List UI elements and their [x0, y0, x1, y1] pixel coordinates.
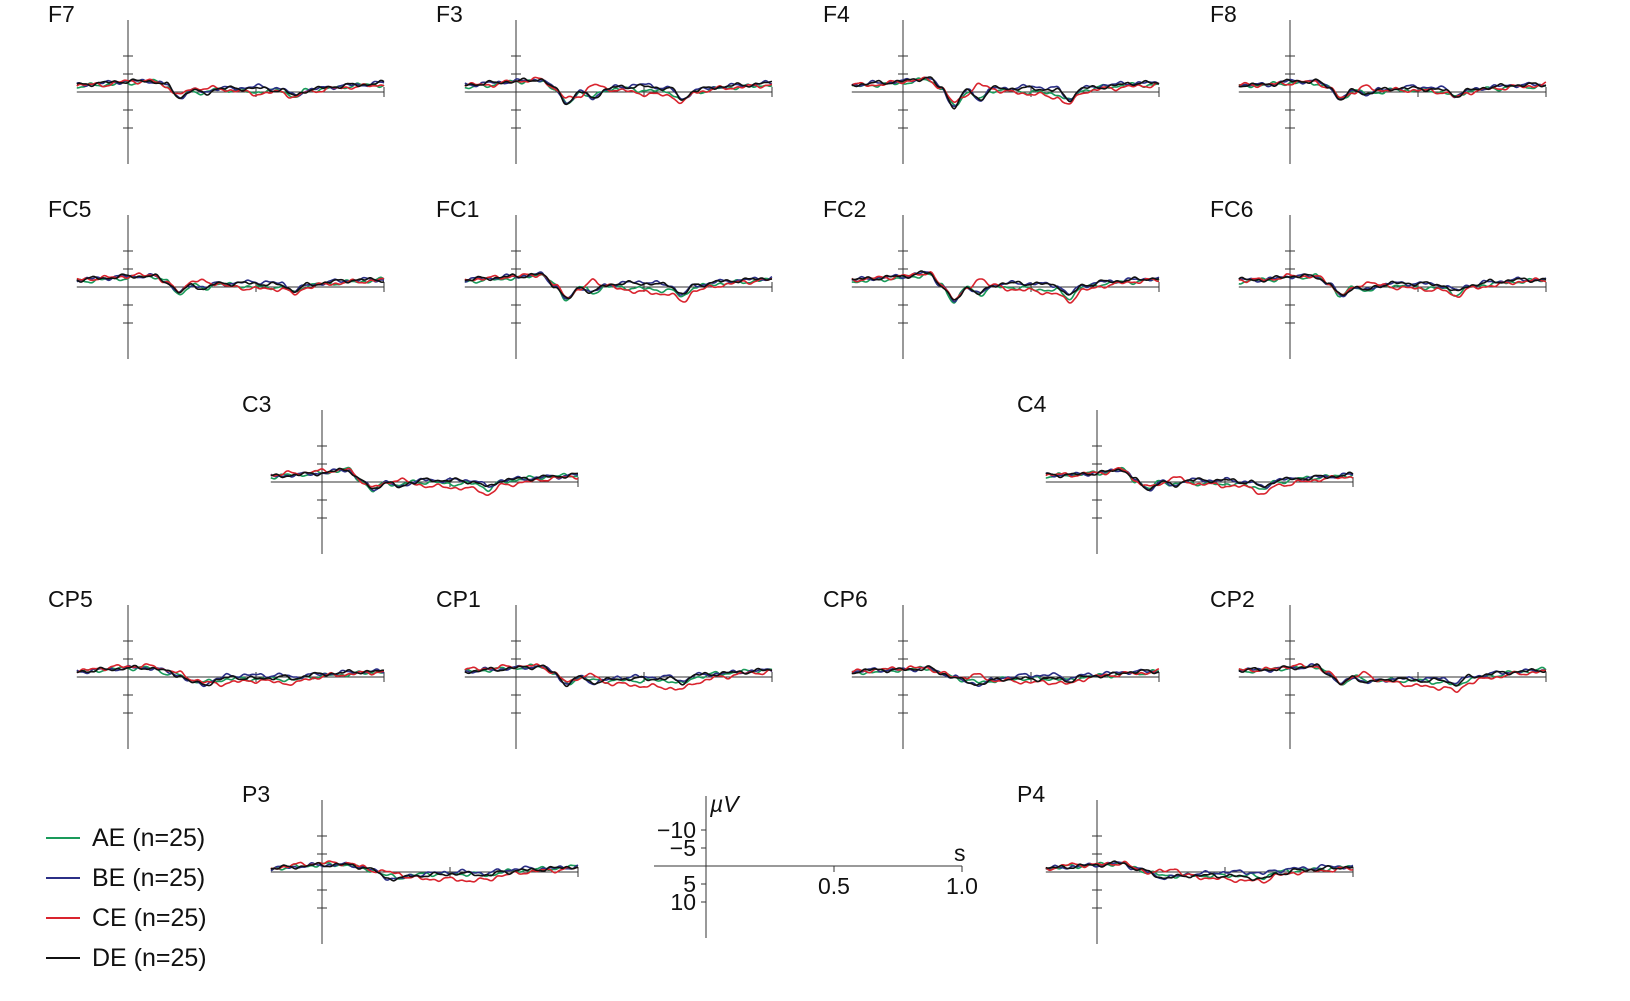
legend-swatch [46, 877, 80, 879]
scale-y-unit: µV [709, 791, 741, 817]
channel-label: F8 [1210, 1, 1237, 27]
channel-label: CP2 [1210, 586, 1255, 612]
channel-plot-p3: P3 [242, 781, 579, 944]
scale-bar: −10−5 510 µV 0.5 1.0 s [654, 791, 978, 938]
scale-x-tick-label: 0.5 [818, 873, 850, 899]
waveform-de [464, 272, 773, 300]
waveform-de [851, 665, 1160, 686]
waveform-de [851, 270, 1160, 301]
channel-label: FC1 [436, 196, 479, 222]
legend-item: DE (n=25) [46, 938, 207, 978]
channel-plot-f7: F7 [48, 1, 385, 164]
legend-item: BE (n=25) [46, 858, 207, 898]
scale-y-tick-label: 5 [683, 871, 696, 897]
waveform-ce [270, 860, 579, 883]
channel-label: P4 [1017, 781, 1045, 807]
waveform-be [464, 664, 773, 686]
waveform-de [851, 76, 1160, 110]
channel-label: FC6 [1210, 196, 1253, 222]
channel-plot-c4: C4 [1017, 391, 1354, 554]
channel-plot-fc6: FC6 [1210, 196, 1547, 359]
waveform-de [270, 862, 579, 882]
waveform-ce [1238, 273, 1547, 298]
channel-plot-cp5: CP5 [48, 586, 385, 749]
scale-x-unit: s [954, 840, 966, 866]
waveform-de [464, 77, 773, 106]
legend-swatch [46, 957, 80, 959]
waveform-ce [1045, 467, 1354, 495]
waveform-be [851, 665, 1159, 687]
waveform-de [1238, 78, 1547, 101]
waveform-de [76, 273, 385, 294]
channel-plot-f4: F4 [823, 1, 1160, 164]
channel-plot-fc1: FC1 [436, 196, 773, 359]
channel-label: F7 [48, 1, 75, 27]
legend-label: BE (n=25) [92, 863, 206, 892]
legend-item: AE (n=25) [46, 818, 207, 858]
waveform-ae [464, 273, 773, 302]
scale-y-tick-label: 10 [670, 889, 696, 915]
waveform-ce [464, 76, 773, 105]
waveform-de [464, 664, 773, 688]
channel-label: P3 [242, 781, 270, 807]
channel-plot-p4: P4 [1017, 781, 1354, 944]
waveform-be [1045, 861, 1354, 881]
waveform-ce [1045, 860, 1354, 884]
scale-y-tick-label: −10 [657, 817, 696, 843]
channel-plot-f3: F3 [436, 1, 773, 164]
channel-plot-fc5: FC5 [48, 196, 385, 359]
channel-label: CP1 [436, 586, 481, 612]
waveform-de [1238, 663, 1547, 687]
channel-plot-fc2: FC2 [823, 196, 1160, 359]
scale-y-tick-label: −5 [670, 835, 696, 861]
waveform-de [76, 664, 385, 687]
channel-plot-cp1: CP1 [436, 586, 773, 749]
waveform-be [76, 273, 385, 293]
legend-label: CE (n=25) [92, 903, 207, 932]
channel-plot-cp6: CP6 [823, 586, 1160, 749]
waveform-de [270, 467, 578, 490]
waveform-de [1238, 273, 1547, 297]
scale-x-tick-label: 1.0 [946, 873, 978, 899]
waveform-ce [270, 467, 579, 496]
waveform-ce [464, 273, 773, 303]
channel-label: C4 [1017, 391, 1047, 417]
channel-plot-cp2: CP2 [1210, 586, 1547, 749]
legend-label: AE (n=25) [92, 823, 206, 852]
channel-label: F3 [436, 1, 463, 27]
waveform-de [1045, 860, 1354, 881]
waveform-de [1045, 468, 1354, 491]
waveform-de [76, 78, 385, 100]
channel-label: CP6 [823, 586, 868, 612]
legend-swatch [46, 837, 80, 839]
legend-label: DE (n=25) [92, 943, 207, 972]
legend: AE (n=25) BE (n=25) CE (n=25) DE (n=25) [46, 818, 207, 978]
channel-plot-c3: C3 [242, 391, 579, 554]
channel-label: FC5 [48, 196, 91, 222]
channel-label: F4 [823, 1, 850, 27]
channel-label: FC2 [823, 196, 866, 222]
channel-plot-f8: F8 [1210, 1, 1547, 164]
waveform-be [851, 76, 1160, 108]
waveform-ae [851, 273, 1160, 304]
waveform-ce [851, 271, 1160, 304]
legend-swatch [46, 917, 80, 919]
channel-label: C3 [242, 391, 271, 417]
channel-label: CP5 [48, 586, 93, 612]
legend-item: CE (n=25) [46, 898, 207, 938]
